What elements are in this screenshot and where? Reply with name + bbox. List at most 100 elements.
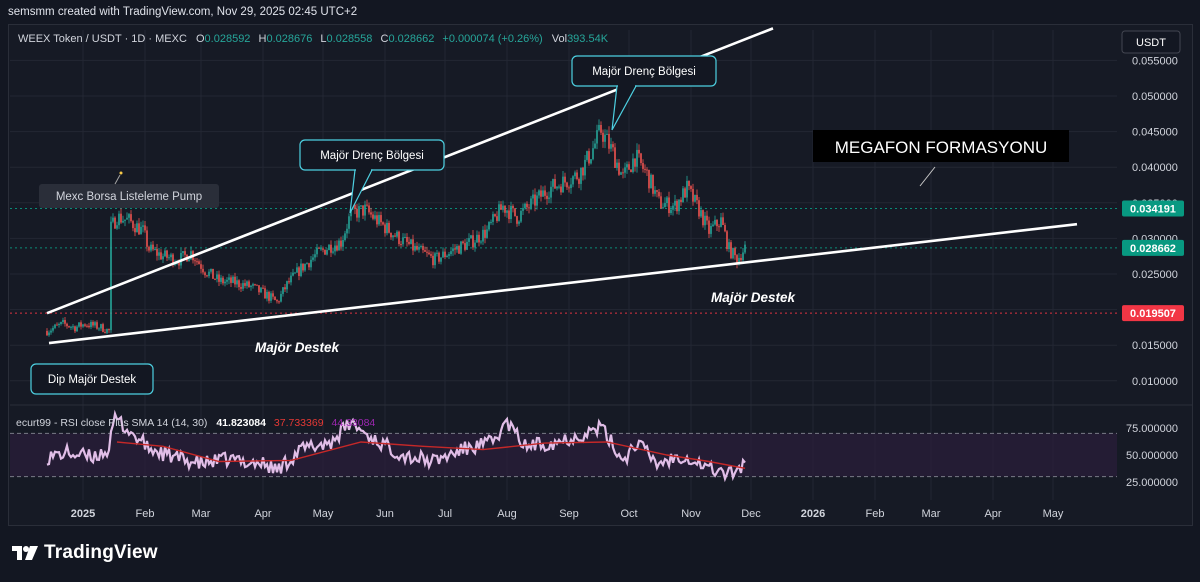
candle-body — [238, 280, 240, 288]
chart-canvas[interactable]: WEEX Token / USDT · 1D · MEXC O0.028592 … — [0, 0, 1200, 530]
candle-body — [282, 287, 284, 294]
candle-body — [150, 244, 152, 251]
candle-body — [448, 254, 450, 256]
candle-body — [162, 256, 164, 260]
candle-body — [456, 246, 458, 250]
time-tick-label: Feb — [866, 508, 885, 520]
resistance-callout-2[interactable]: Majör Drenç Bölgesi — [571, 55, 717, 131]
currency-label[interactable]: USDT — [1136, 37, 1166, 49]
candle-body — [300, 263, 302, 277]
symbol-name: WEEX Token / USDT · 1D · MEXC — [18, 33, 187, 45]
candle-body — [676, 200, 678, 212]
candle-body — [214, 278, 216, 280]
price-tick-label: 0.045000 — [1132, 127, 1178, 139]
time-tick-label: Sep — [559, 508, 579, 520]
time-tick-label: Dec — [741, 508, 761, 520]
candle-body — [296, 267, 298, 273]
candle-body — [134, 228, 136, 233]
candle-body — [412, 239, 414, 251]
horizontal-levels — [10, 208, 1117, 314]
candle-body — [622, 172, 624, 174]
candle-body — [740, 257, 742, 261]
candle-body — [394, 235, 396, 237]
candle-body — [712, 224, 714, 226]
time-tick-label: 2025 — [71, 508, 95, 520]
rsi-tick-label: 25.000000 — [1126, 477, 1178, 489]
candle-body — [586, 151, 588, 160]
candle-body — [208, 271, 210, 277]
candle-body — [362, 205, 364, 216]
volume-label: Vol — [552, 33, 567, 45]
symbol-info-line: WEEX Token / USDT · 1D · MEXC O0.028592 … — [18, 33, 609, 45]
support-label-1: Majör Destek — [255, 340, 341, 355]
candle-body — [618, 162, 620, 175]
candle-body — [666, 197, 668, 204]
candle-body — [414, 245, 416, 251]
time-tick-label: Apr — [984, 508, 1001, 520]
megafon-label[interactable]: MEGAFON FORMASYONU — [813, 130, 1069, 187]
support-label-2: Majör Destek — [711, 290, 797, 305]
candle-body — [122, 220, 124, 223]
candle-body — [200, 264, 202, 269]
candle-body — [488, 222, 490, 230]
candle-body — [442, 251, 444, 258]
candle-body — [50, 330, 52, 333]
high-label: H — [259, 33, 267, 45]
candle-body — [466, 241, 468, 250]
candle-body — [146, 230, 148, 247]
candle-body — [668, 197, 670, 214]
candle-body — [620, 172, 622, 175]
candle-body — [552, 179, 554, 187]
candle-body — [482, 229, 484, 242]
dip-support-callout[interactable]: Dip Majör Destek — [30, 363, 154, 395]
candle-body — [336, 245, 338, 251]
candle-body — [624, 167, 626, 173]
candle-body — [644, 168, 646, 170]
candle-body — [658, 191, 660, 197]
candle-body — [444, 251, 446, 258]
candle-body — [370, 212, 372, 215]
candle-body — [76, 326, 78, 332]
time-tick-label: Apr — [254, 508, 271, 520]
candle-body — [46, 330, 48, 336]
rsi-layer — [46, 409, 746, 483]
candle-body — [240, 287, 242, 289]
mexc-pump-note[interactable]: Mexc Borsa Listeleme Pump — [39, 171, 219, 209]
price-tick-label: 0.040000 — [1132, 162, 1178, 174]
resistance-callout-1[interactable]: Majör Drenç Bölgesi — [299, 139, 445, 214]
candle-body — [674, 200, 676, 206]
candle-body — [724, 225, 726, 232]
time-tick-label: Oct — [620, 508, 637, 520]
candle-body — [464, 243, 466, 250]
candle-body — [128, 214, 130, 218]
candle-body — [452, 248, 454, 252]
candle-body — [436, 252, 438, 254]
megafon-pointer — [919, 166, 936, 187]
candle-body — [500, 204, 502, 210]
candle-body — [204, 272, 206, 276]
price-tag-upper: 0.034191 — [1122, 200, 1184, 217]
candle-body — [314, 254, 316, 258]
candle-body — [478, 234, 480, 243]
candle-body — [388, 222, 390, 233]
candle-body — [86, 325, 88, 327]
candle-body — [222, 277, 224, 284]
tradingview-logo[interactable]: TradingView — [12, 542, 158, 564]
candle-body — [140, 226, 142, 235]
candle-body — [378, 215, 380, 225]
candle-body — [358, 206, 360, 218]
price-tag-text: 0.034191 — [1130, 204, 1176, 216]
candle-body — [66, 323, 68, 327]
currency-button[interactable]: USDT — [1121, 30, 1181, 54]
candle-body — [98, 328, 100, 330]
candle-body — [408, 241, 410, 244]
candle-body — [306, 263, 308, 265]
price-tick-label: 0.050000 — [1132, 91, 1178, 103]
candle-body — [160, 252, 162, 260]
candle-body — [642, 163, 644, 169]
candle-body — [472, 235, 474, 248]
candle-body — [522, 208, 524, 211]
candle-body — [148, 246, 150, 251]
candle-body — [320, 248, 322, 250]
candle-body — [250, 285, 252, 288]
